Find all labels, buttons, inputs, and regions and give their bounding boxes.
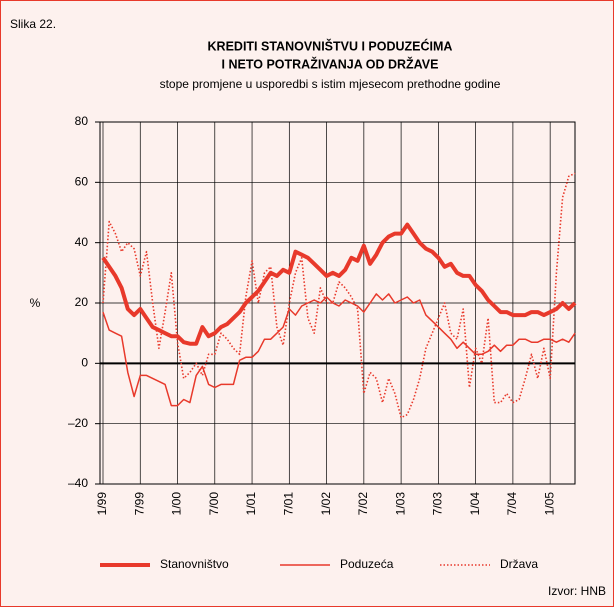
y-tick-label: 20 bbox=[75, 295, 89, 309]
y-tick-label: –20 bbox=[68, 416, 88, 430]
y-tick-label: 40 bbox=[75, 235, 89, 249]
chart-subtitle: stope promjene u usporedbi s istim mjese… bbox=[160, 77, 501, 91]
y-tick-label: 0 bbox=[81, 356, 88, 370]
x-tick-label: 1/01 bbox=[244, 492, 258, 516]
x-tick-label: 1/05 bbox=[542, 492, 556, 516]
series-line bbox=[102, 293, 576, 407]
legend-label: Država bbox=[500, 557, 538, 571]
x-tick-label: 7/03 bbox=[431, 492, 445, 516]
x-tick-label: 7/02 bbox=[356, 492, 370, 516]
figure-label: Slika 22. bbox=[10, 17, 56, 31]
legend-label: Stanovništvo bbox=[160, 557, 229, 571]
x-tick-label: 7/99 bbox=[132, 492, 146, 516]
x-tick-label: 7/01 bbox=[281, 492, 295, 516]
y-tick-label: 60 bbox=[75, 175, 89, 189]
legend-label: Poduzeća bbox=[340, 557, 394, 571]
x-tick-label: 1/00 bbox=[170, 492, 184, 516]
x-tick-label: 1/02 bbox=[319, 492, 333, 516]
chart-title: KREDITI STANOVNIŠTVU I PODUZEĆIMA bbox=[208, 38, 453, 53]
chart-title: I NETO POTRAŽIVANJA OD DRŽAVE bbox=[222, 56, 439, 71]
source: Izvor: HNB bbox=[548, 584, 606, 598]
x-tick-label: 7/04 bbox=[505, 492, 519, 516]
x-tick-label: 1/04 bbox=[468, 492, 482, 516]
x-tick-label: 7/00 bbox=[207, 492, 221, 516]
y-tick-label: –40 bbox=[68, 476, 88, 490]
y-axis-label: % bbox=[30, 296, 41, 310]
series-line bbox=[102, 172, 576, 419]
x-tick-label: 1/99 bbox=[95, 492, 109, 516]
series-line bbox=[101, 222, 577, 346]
x-tick-label: 1/03 bbox=[393, 492, 407, 516]
y-tick-label: 80 bbox=[75, 114, 89, 128]
